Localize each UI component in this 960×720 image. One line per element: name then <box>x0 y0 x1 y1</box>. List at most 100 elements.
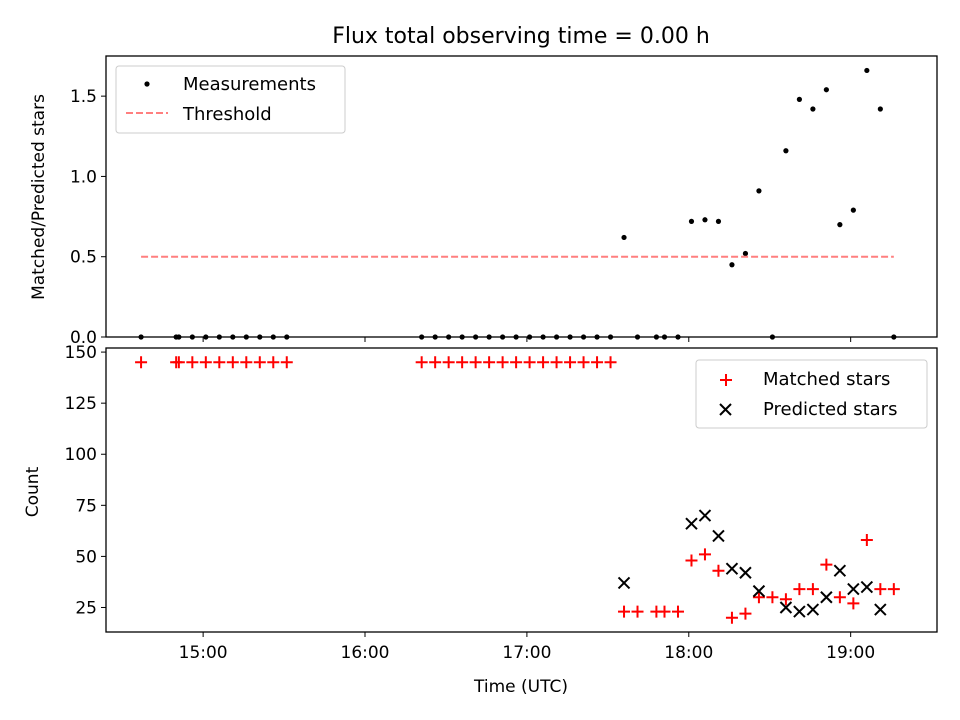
top-panel: Matched/Predicted stars 0.0 0.5 1.0 1.5 Mea… <box>29 55 938 348</box>
top-axes-frame <box>105 55 938 338</box>
measurement-point <box>702 217 708 223</box>
matched-star-point <box>779 593 792 606</box>
legend-threshold-label: Threshold <box>182 104 272 125</box>
measurement-point <box>729 262 735 268</box>
y-tick-label: 125 <box>65 394 97 414</box>
matched-star-point <box>820 558 833 571</box>
predicted-star-point <box>874 603 887 616</box>
matched-star-point <box>739 607 752 620</box>
matched-star-point <box>213 356 226 369</box>
measurement-point <box>810 106 816 112</box>
measurement-point <box>742 250 749 257</box>
matched-star-point <box>280 356 293 369</box>
legend-predicted-marker <box>719 403 732 416</box>
bottom-panel: Count Time (UTC) 25 50 75 100 125 150 15:00 16:… <box>23 343 938 697</box>
matched-star-point <box>226 356 239 369</box>
x-tick-label: 17:00 <box>502 643 551 663</box>
matched-star-point <box>874 583 887 596</box>
bottom-axes-frame <box>105 347 938 633</box>
x-tick-label: 18:00 <box>664 643 713 663</box>
predicted-star-point <box>617 576 631 590</box>
matched-star-point <box>847 597 860 610</box>
measurement-point <box>756 188 762 194</box>
top-legend: Measurements Threshold <box>115 65 346 134</box>
matched-star-point <box>631 605 644 618</box>
matched-star-point <box>550 356 563 369</box>
predicted-star-point <box>833 564 847 577</box>
bottom-axis-ticks: 25 50 75 100 125 150 15:00 16:00 17:00 18:00 19:00 <box>65 343 876 663</box>
predicted-star-point <box>793 605 806 618</box>
y-tick-label: 0.0 <box>70 328 97 348</box>
matched-star-point <box>523 356 536 369</box>
x-tick-label: 19:00 <box>826 643 875 663</box>
measurement-point <box>796 96 802 102</box>
matched-star-point <box>172 356 185 369</box>
matched-star-point <box>833 591 846 604</box>
predicted-star-point <box>779 601 793 614</box>
top-axis-ticks: 0.0 0.5 1.0 1.5 <box>70 87 852 348</box>
measurement-point <box>621 234 627 241</box>
matched-star-point <box>698 548 711 561</box>
bottom-ylabel: Count <box>23 466 43 517</box>
legend-predicted-label: Predicted stars <box>763 399 897 420</box>
measurement-point <box>783 148 789 154</box>
measurement-point <box>715 218 722 224</box>
matched-star-point <box>793 583 806 596</box>
y-tick-label: 1.5 <box>70 87 97 107</box>
y-tick-label: 75 <box>75 496 97 516</box>
matched-star-point <box>766 591 779 604</box>
matched-star-point <box>240 356 253 369</box>
matched-star-point <box>186 356 199 369</box>
x-tick-label: 15:00 <box>179 643 228 663</box>
matched-star-point <box>591 356 604 369</box>
bottom-xlabel: Time (UTC) <box>473 677 568 697</box>
measurement-point <box>688 218 695 224</box>
predicted-star-point <box>725 562 739 575</box>
matched-star-point <box>429 356 442 369</box>
legend-measurements-label: Measurements <box>183 74 316 95</box>
matched-star-point <box>887 583 900 596</box>
x-tick-label: 16:00 <box>341 643 390 663</box>
predicted-star-point <box>752 584 766 598</box>
figure-title: Flux total observing time = 0.00 h <box>332 24 710 49</box>
matched-star-point <box>135 356 148 369</box>
matched-star-point <box>752 591 765 604</box>
y-tick-label: 150 <box>65 343 97 363</box>
matched-star-point <box>415 356 428 369</box>
predicted-star-point <box>739 566 752 579</box>
matched-star-point <box>618 605 631 618</box>
matched-star-point <box>671 605 684 618</box>
matched-star-point <box>253 356 266 369</box>
matched-star-point <box>496 356 509 369</box>
y-tick-label: 100 <box>65 445 97 465</box>
matched-star-point <box>510 356 523 369</box>
matched-star-point <box>469 356 482 369</box>
matched-star-point <box>483 356 496 369</box>
legend-measurements-marker <box>144 81 150 87</box>
predicted-star-point <box>860 580 874 594</box>
predicted-star-point <box>685 517 698 530</box>
matched-star-point <box>658 605 671 618</box>
matched-star-point <box>199 356 212 369</box>
predicted-star-point <box>712 529 725 543</box>
matched-star-point <box>860 534 873 547</box>
predicted-star-point <box>847 582 860 596</box>
y-tick-label: 1.0 <box>70 167 97 187</box>
y-tick-label: 0.5 <box>70 248 97 268</box>
matched-star-point <box>604 356 617 369</box>
measurement-point <box>823 87 829 93</box>
y-tick-label: 25 <box>75 598 97 618</box>
matched-star-point <box>577 356 590 369</box>
y-tick-label: 50 <box>75 547 97 567</box>
bottom-data-marks <box>135 356 900 624</box>
matched-star-point <box>806 583 819 596</box>
matched-star-point <box>442 356 455 369</box>
legend-matched-label: Matched stars <box>763 369 890 390</box>
predicted-star-point <box>806 603 820 616</box>
legend-matched-marker <box>720 374 732 386</box>
bottom-legend-box <box>695 359 928 429</box>
predicted-star-point <box>820 591 833 604</box>
matched-star-point <box>712 564 725 577</box>
measurement-point <box>837 222 843 228</box>
bottom-legend: Matched stars Predicted stars <box>695 359 928 429</box>
